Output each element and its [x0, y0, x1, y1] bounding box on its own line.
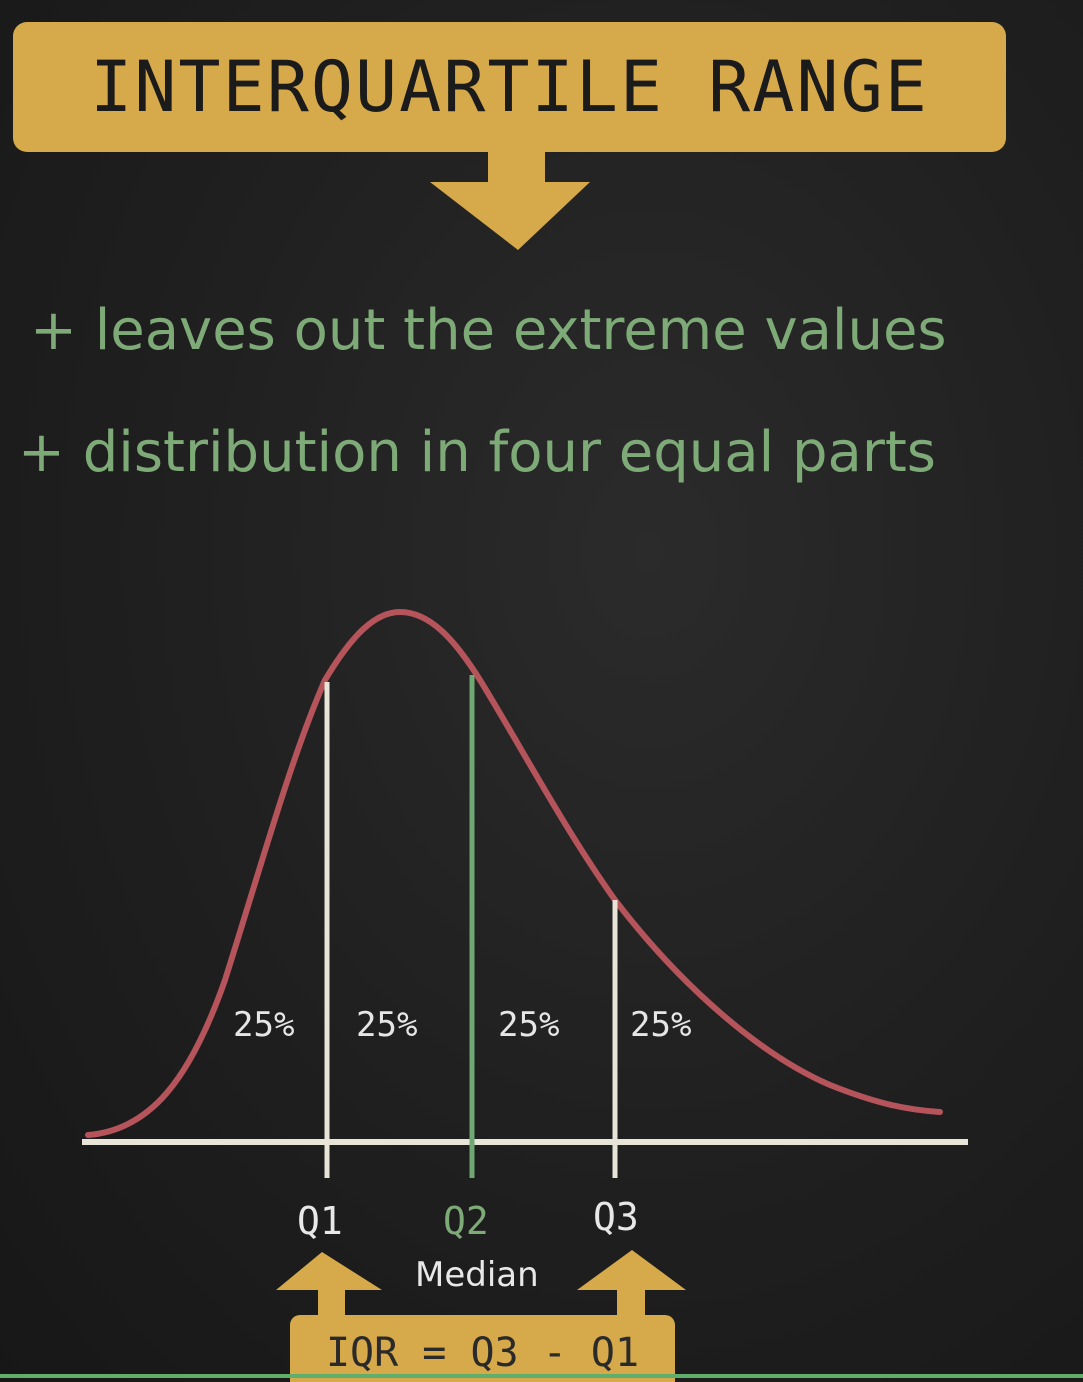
distribution-curve: [85, 608, 943, 1138]
q3-label: Q3: [593, 1195, 639, 1239]
title-banner: INTERQUARTILE RANGE: [13, 22, 1006, 152]
iqr-formula: IQR = Q3 - Q1: [325, 1329, 640, 1376]
share-label-3: 25%: [498, 1005, 559, 1045]
up-arrow-icon: [276, 1252, 382, 1320]
page-title: INTERQUARTILE RANGE: [90, 46, 929, 128]
q2-label: Q2: [443, 1199, 489, 1243]
bullet-extreme-values: + leaves out the extreme values: [30, 298, 947, 363]
up-arrow-icon: [577, 1250, 686, 1320]
down-arrow-icon: [430, 150, 590, 250]
share-label-4: 25%: [630, 1005, 691, 1045]
share-label-2: 25%: [356, 1005, 417, 1045]
share-label-1: 25%: [233, 1005, 294, 1045]
iqr-formula-box: IQR = Q3 - Q1: [290, 1315, 675, 1382]
bullet-four-parts: + distribution in four equal parts: [18, 420, 936, 485]
median-label: Median: [415, 1255, 539, 1295]
q1-label: Q1: [297, 1199, 343, 1243]
bottom-border: [0, 1374, 1083, 1378]
